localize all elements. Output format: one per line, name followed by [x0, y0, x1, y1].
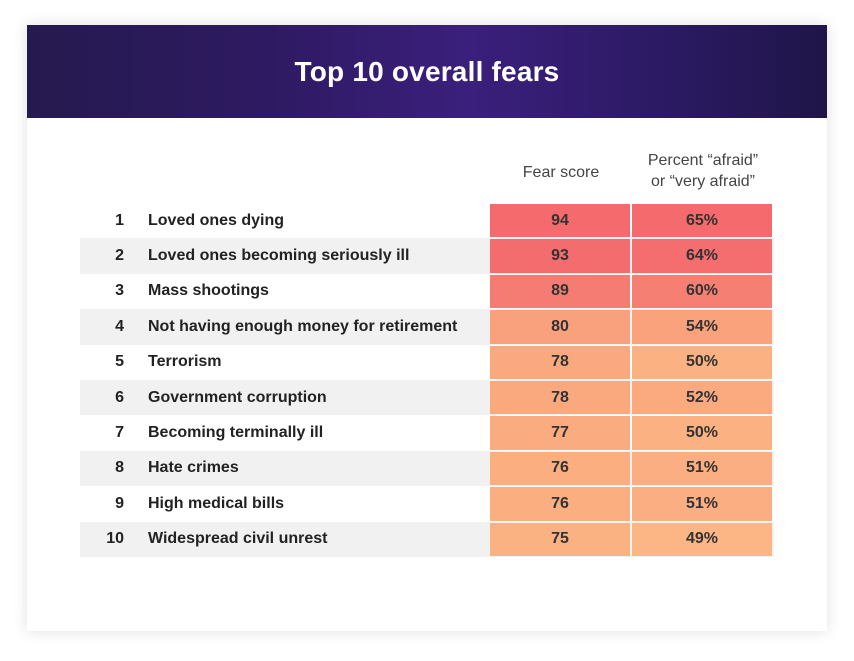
percent-afraid-cell: 64%	[632, 239, 772, 273]
fears-table: 1 Loved ones dying 94 65% 2 Loved ones becomi…	[80, 203, 774, 557]
percent-afraid-cell: 49%	[632, 522, 772, 556]
table-row: 1 Loved ones dying 94 65%	[80, 203, 774, 238]
column-header-percent-afraid: Percent “afraid” or “very afraid”	[632, 150, 774, 192]
table-row: 7 Becoming terminally ill 77 50%	[80, 415, 774, 450]
chart-title: Top 10 overall fears	[294, 55, 560, 87]
fear-label: Terrorism	[148, 353, 222, 371]
table-row: 9 High medical bills 76 51%	[80, 486, 774, 521]
fear-label: Hate crimes	[148, 459, 239, 477]
table-row: 6 Government corruption 78 52%	[80, 379, 774, 416]
percent-afraid-cell: 51%	[632, 451, 772, 486]
table-row: 10 Widespread civil unrest 75 49%	[80, 521, 774, 557]
percent-afraid-cell: 51%	[632, 487, 772, 521]
title-banner: Top 10 overall fears	[27, 25, 827, 118]
fear-label: Widespread civil unrest	[148, 530, 328, 548]
fear-score-cell: 75	[490, 522, 630, 556]
percent-afraid-cell: 50%	[632, 416, 772, 450]
rank-label: 10	[106, 530, 124, 548]
rank-label: 2	[115, 247, 124, 265]
fear-score-cell: 93	[490, 239, 630, 273]
percent-afraid-cell: 65%	[632, 204, 772, 238]
fear-score-cell: 94	[490, 204, 630, 238]
table-row: 5 Terrorism 78 50%	[80, 345, 774, 380]
fear-label: Loved ones becoming seriously ill	[148, 247, 410, 265]
rank-label: 7	[115, 424, 124, 442]
table-row: 4 Not having enough money for retirement 8…	[80, 309, 774, 345]
percent-afraid-cell: 54%	[632, 310, 772, 344]
rank-label: 5	[115, 353, 124, 371]
rank-label: 9	[115, 494, 124, 512]
table-row: 8 Hate crimes 76 51%	[80, 450, 774, 487]
fear-score-cell: 89	[490, 274, 630, 309]
fear-label: Loved ones dying	[148, 211, 285, 229]
table-row: 3 Mass shootings 89 60%	[80, 274, 774, 309]
fear-label: Government corruption	[148, 388, 327, 406]
rank-label: 3	[115, 282, 124, 300]
percent-afraid-cell: 52%	[632, 380, 772, 415]
column-header-fear-score: Fear score	[522, 164, 600, 181]
fear-score-cell: 78	[490, 380, 630, 415]
rank-label: 1	[115, 211, 124, 229]
fear-score-cell: 76	[490, 451, 630, 486]
fear-label: High medical bills	[148, 494, 285, 512]
fear-score-cell: 77	[490, 416, 630, 450]
fear-label: Becoming terminally ill	[148, 424, 324, 442]
fear-score-cell: 78	[490, 345, 630, 379]
table-row: 2 Loved ones becoming seriously ill 93 64%	[80, 238, 774, 274]
fear-label: Mass shootings	[148, 282, 269, 300]
column-header-percent-line-1: Percent “afraid”	[647, 152, 759, 169]
rank-label: 4	[115, 317, 124, 335]
column-header-percent-line-2: or “very afraid”	[650, 173, 756, 190]
chart-card: Top 10 overall fears Fear score Percent …	[27, 25, 827, 631]
rank-label: 6	[115, 388, 124, 406]
fear-label: Not having enough money for retirement	[148, 317, 458, 335]
percent-afraid-cell: 60%	[632, 274, 772, 309]
percent-afraid-cell: 50%	[632, 345, 772, 379]
rank-label: 8	[115, 459, 124, 477]
fear-score-cell: 76	[490, 487, 630, 521]
fear-score-cell: 80	[490, 310, 630, 344]
